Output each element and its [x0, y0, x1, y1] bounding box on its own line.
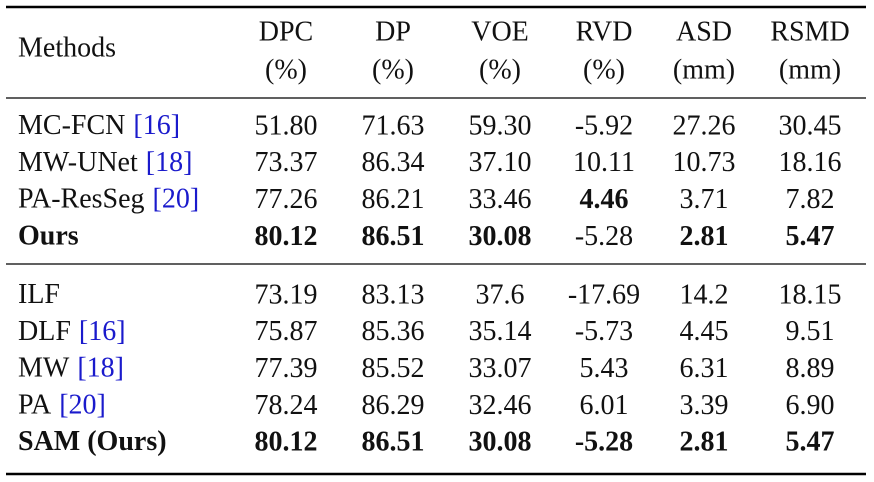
- value-cell: 5.43: [580, 353, 629, 384]
- value-cell: 8.89: [786, 353, 835, 384]
- method-name: PA: [18, 390, 52, 421]
- value-cell: 86.21: [362, 184, 425, 215]
- value-cell: 6.31: [680, 353, 729, 384]
- header-cell: (%): [583, 54, 625, 85]
- header-cell: (mm): [673, 54, 735, 85]
- value-cell: 77.39: [255, 353, 318, 384]
- value-cell: 85.36: [362, 316, 425, 347]
- method-cell: PA-ResSeg [20]: [18, 184, 199, 215]
- method-name: MW-UNet: [18, 147, 138, 178]
- value-cell: 27.26: [673, 110, 736, 141]
- value-cell: 2.81: [680, 427, 729, 458]
- header-cell: (%): [479, 54, 521, 85]
- method-name: SAM (Ours): [18, 427, 167, 458]
- value-cell: 10.73: [673, 147, 736, 178]
- citation: [16]: [79, 316, 126, 347]
- value-cell: 35.14: [469, 316, 532, 347]
- value-cell: 4.46: [580, 184, 629, 215]
- value-cell: 83.13: [362, 279, 425, 310]
- header-cell: ASD: [676, 16, 732, 47]
- value-cell: -5.73: [575, 316, 633, 347]
- value-cell: 78.24: [255, 390, 318, 421]
- header-cell: VOE: [471, 16, 529, 47]
- value-cell: 2.81: [680, 221, 729, 252]
- value-cell: 30.45: [779, 110, 842, 141]
- value-cell: 73.19: [255, 279, 318, 310]
- method-name: DLF: [18, 316, 71, 347]
- method-name: ILF: [18, 279, 60, 310]
- method-cell: PA [20]: [18, 390, 106, 421]
- value-cell: 30.08: [469, 221, 532, 252]
- value-cell: 85.52: [362, 353, 425, 384]
- header-cell: RVD: [576, 16, 633, 47]
- value-cell: 9.51: [786, 316, 835, 347]
- value-cell: 6.01: [580, 390, 629, 421]
- value-cell: 3.39: [680, 390, 729, 421]
- header-cell: (%): [265, 54, 307, 85]
- value-cell: -5.92: [575, 110, 633, 141]
- citation: [20]: [59, 390, 106, 421]
- value-cell: 18.15: [779, 279, 842, 310]
- value-cell: 37.10: [469, 147, 532, 178]
- header-cell: RSMD: [770, 16, 849, 47]
- method-name: PA-ResSeg: [18, 184, 145, 215]
- method-name: MC-FCN: [18, 110, 125, 141]
- method-cell: SAM (Ours): [18, 427, 167, 458]
- method-cell: ILF: [18, 279, 60, 310]
- value-cell: 51.80: [255, 110, 318, 141]
- value-cell: 5.47: [786, 221, 835, 252]
- method-name: Ours: [18, 221, 79, 252]
- value-cell: -5.28: [575, 427, 633, 458]
- value-cell: 18.16: [779, 147, 842, 178]
- value-cell: 37.6: [476, 279, 525, 310]
- header-cell: DP: [375, 16, 411, 47]
- method-cell: MC-FCN [16]: [18, 110, 180, 141]
- value-cell: -5.28: [575, 221, 633, 252]
- value-cell: 86.51: [362, 221, 425, 252]
- header-cell: Methods: [18, 32, 116, 63]
- value-cell: 75.87: [255, 316, 318, 347]
- value-cell: 14.2: [680, 279, 729, 310]
- value-cell: 3.71: [680, 184, 729, 215]
- citation: [18]: [146, 147, 193, 178]
- value-cell: 33.07: [469, 353, 532, 384]
- value-cell: 5.47: [786, 427, 835, 458]
- value-cell: 32.46: [469, 390, 532, 421]
- citation: [20]: [153, 184, 200, 215]
- value-cell: 30.08: [469, 427, 532, 458]
- method-cell: DLF [16]: [18, 316, 126, 347]
- value-cell: 80.12: [255, 221, 318, 252]
- citation: [18]: [77, 353, 124, 384]
- value-cell: -17.69: [568, 279, 640, 310]
- value-cell: 77.26: [255, 184, 318, 215]
- value-cell: 33.46: [469, 184, 532, 215]
- value-cell: 86.51: [362, 427, 425, 458]
- value-cell: 6.90: [786, 390, 835, 421]
- value-cell: 73.37: [255, 147, 318, 178]
- value-cell: 7.82: [786, 184, 835, 215]
- citation: [16]: [133, 110, 180, 141]
- value-cell: 80.12: [255, 427, 318, 458]
- header-cell: (mm): [779, 54, 841, 85]
- value-cell: 59.30: [469, 110, 532, 141]
- value-cell: 86.29: [362, 390, 425, 421]
- value-cell: 4.45: [680, 316, 729, 347]
- header-cell: DPC: [259, 16, 313, 47]
- method-cell: MW-UNet [18]: [18, 147, 192, 178]
- header-cell: (%): [372, 54, 414, 85]
- value-cell: 10.11: [573, 147, 635, 178]
- value-cell: 86.34: [362, 147, 425, 178]
- method-cell: Ours: [18, 221, 79, 252]
- value-cell: 71.63: [362, 110, 425, 141]
- method-name: MW: [18, 353, 70, 384]
- method-cell: MW [18]: [18, 353, 124, 384]
